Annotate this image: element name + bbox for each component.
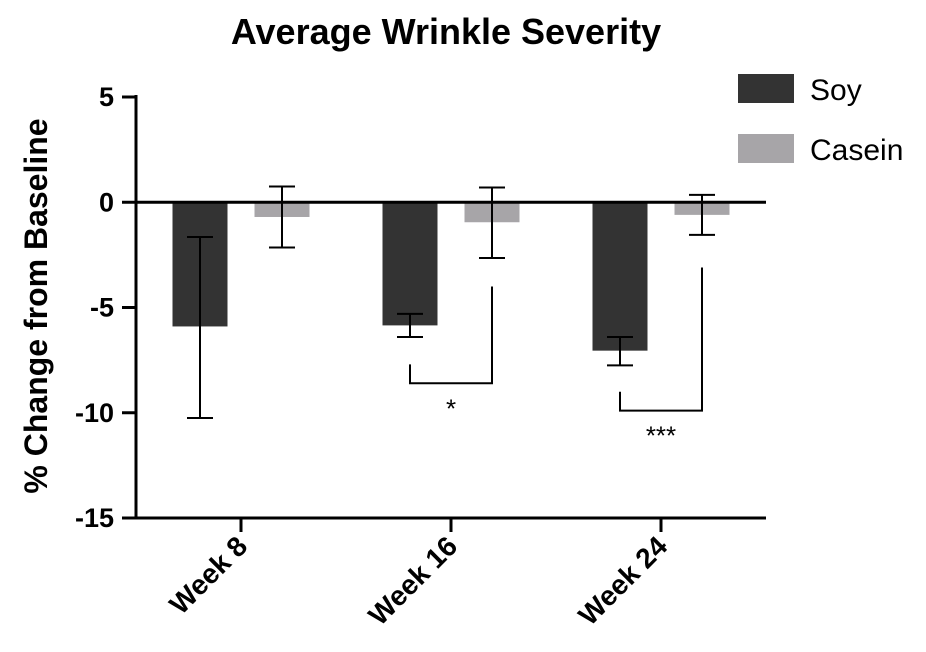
y-tick-label: 0 — [99, 187, 114, 217]
y-tick-label: 5 — [99, 82, 114, 112]
legend-swatch-soy — [738, 74, 794, 103]
x-tick-label: Week 8 — [163, 530, 253, 620]
significance-label-1: * — [446, 393, 456, 423]
legend-label-soy: Soy — [810, 74, 862, 107]
error-bars-layer — [187, 185, 715, 420]
legend: Soy Casein — [738, 74, 903, 167]
y-tick-label: -15 — [75, 503, 114, 533]
x-tick-label: Week 16 — [362, 530, 463, 631]
chart-title: Average Wrinkle Severity — [231, 11, 661, 52]
legend-swatch-casein — [738, 134, 794, 163]
bar-soy-3 — [592, 202, 648, 351]
significance-layer: **** — [409, 267, 703, 451]
error-bar-soy-2 — [397, 312, 423, 338]
axes-layer: 5 0 -5 -10 -15 Week 8 Week 16 Week 24 — [75, 82, 766, 631]
significance-label-2: *** — [646, 421, 676, 451]
error-bar-soy-1 — [187, 235, 213, 420]
significance-bracket-1 — [409, 286, 493, 385]
y-tick-label: -5 — [90, 293, 114, 323]
x-tick-label: Week 24 — [572, 530, 673, 631]
legend-label-casein: Casein — [810, 134, 903, 167]
y-axis-label: % Change from Baseline — [18, 118, 54, 493]
significance-bracket-2 — [619, 267, 703, 412]
error-bar-casein-2 — [479, 186, 505, 260]
bars-layer — [172, 202, 730, 351]
error-bar-soy-3 — [607, 335, 633, 367]
y-tick-label: -10 — [75, 398, 114, 428]
error-bar-casein-1 — [269, 185, 295, 249]
bar-soy-2 — [382, 202, 438, 326]
